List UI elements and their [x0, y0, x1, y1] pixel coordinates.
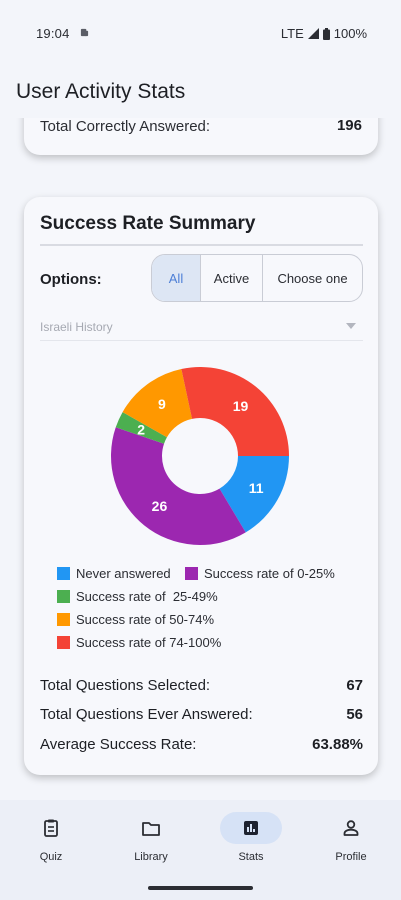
- legend-item: Never answered: [57, 566, 171, 581]
- network-type: LTE: [280, 26, 304, 41]
- legend-item: Success rate of 50-74%: [57, 612, 214, 627]
- donut-slice: [115, 412, 167, 444]
- stat-row-total-answered: Total Questions Ever Answered: 56: [40, 706, 363, 723]
- stat-row-average-success: Average Success Rate: 63.88%: [40, 736, 363, 753]
- legend-swatch: [185, 567, 198, 580]
- quiz-icon: [44, 819, 58, 837]
- bottom-navigation: Quiz Library Stats Profile: [0, 800, 401, 900]
- stat-value: 67: [346, 677, 363, 694]
- app-bar: User Activity Stats: [0, 66, 401, 118]
- dropdown-arrow-icon[interactable]: [346, 323, 356, 329]
- battery-icon: [322, 27, 330, 40]
- stat-label: Total Questions Ever Answered:: [40, 706, 253, 723]
- legend-item: Success rate of 25-49%: [57, 589, 218, 604]
- category-dropdown[interactable]: Israeli History: [40, 320, 113, 334]
- person-icon: [343, 820, 359, 836]
- stat-label: Total Questions Selected:: [40, 677, 211, 694]
- nav-item-library[interactable]: Library: [111, 812, 191, 863]
- legend-item: Success rate of 0-25%: [185, 566, 335, 581]
- gesture-handle: [148, 886, 253, 890]
- bar-chart-icon: [244, 821, 258, 835]
- legend-swatch: [57, 567, 70, 580]
- stat-row-total-selected: Total Questions Selected: 67: [40, 677, 363, 694]
- legend-swatch: [57, 636, 70, 649]
- segment-all[interactable]: All: [152, 255, 200, 301]
- legend-swatch: [57, 590, 70, 603]
- nav-item-stats[interactable]: Stats: [211, 812, 291, 863]
- legend-label: Success rate of 0-25%: [204, 566, 335, 581]
- legend-label: Success rate of 50-74%: [76, 612, 215, 627]
- nav-item-profile[interactable]: Profile: [311, 812, 391, 863]
- donut-slice: [122, 368, 193, 438]
- signal-icon: [307, 28, 319, 39]
- nav-label: Stats: [238, 851, 264, 863]
- donut-slice: [110, 427, 246, 545]
- dropdown-underline: [40, 340, 363, 341]
- donut-slice-value: 11: [249, 480, 264, 496]
- donut-slice-value: 9: [158, 396, 166, 412]
- donut-slice: [181, 367, 289, 456]
- stat-value: 56: [346, 706, 363, 723]
- card-title: Success Rate Summary: [40, 213, 256, 234]
- divider: [40, 244, 363, 246]
- legend-label: Success rate of 74-100%: [76, 635, 222, 650]
- success-rate-summary-card: Success Rate Summary Options: All Active…: [24, 197, 378, 775]
- segment-active[interactable]: Active: [200, 255, 262, 301]
- status-time: 19:04: [36, 26, 70, 41]
- donut-slice-value: 2: [137, 422, 145, 438]
- nav-label: Library: [134, 851, 168, 863]
- stat-value: 196: [336, 117, 362, 134]
- options-label: Options:: [40, 271, 102, 288]
- donut-slice-value: 26: [152, 498, 168, 514]
- nav-item-quiz[interactable]: Quiz: [11, 812, 91, 863]
- options-segmented-control: All Active Choose one: [151, 254, 363, 302]
- battery-level: 100%: [333, 26, 367, 41]
- legend-item: Success rate of 74-100%: [57, 635, 221, 650]
- legend-label: Never answered: [76, 566, 171, 581]
- nav-label: Profile: [335, 851, 367, 863]
- segment-choose-one[interactable]: Choose one: [262, 255, 362, 301]
- donut-slice: [219, 456, 289, 533]
- nav-label: Quiz: [39, 851, 63, 863]
- donut-slice-value: 19: [233, 398, 249, 414]
- notification-icon: [80, 28, 89, 37]
- folder-icon: [142, 822, 160, 836]
- legend-swatch: [57, 613, 70, 626]
- stat-label: Average Success Rate:: [40, 736, 197, 753]
- stat-value: 63.88%: [312, 736, 363, 753]
- stat-label: Total Correctly Answered:: [40, 118, 211, 135]
- page-title: User Activity Stats: [16, 80, 186, 103]
- status-bar: 19:04 LTE 100%: [0, 0, 401, 66]
- legend-label: Success rate of 25-49%: [76, 589, 218, 604]
- success-rate-donut-chart: 11 26 29 19: [110, 367, 289, 545]
